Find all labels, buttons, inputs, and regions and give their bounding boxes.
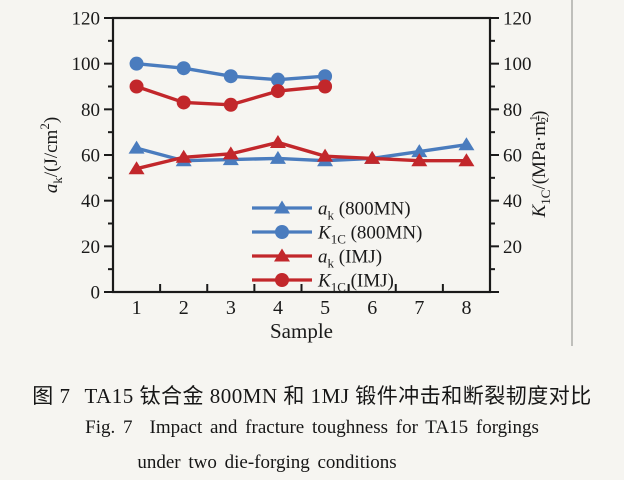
x-axis-tick-label: 8: [461, 297, 471, 319]
legend-triangle-marker: [274, 248, 290, 262]
x-axis-tick-label: 7: [414, 297, 424, 319]
left-axis-tick-label: 60: [81, 146, 100, 167]
figure-title-zh: TA15 钛合金 800MN 和 1MJ 锻件冲击和断裂韧度对比: [84, 384, 592, 408]
toughness-chart: 0 20 20 40 40 60 60 80 80 100 100 120 120 1 2 3 4 5 6 7 8 Sam…: [37, 9, 553, 344]
x-axis-tick-label: 3: [226, 297, 236, 319]
series-line-2: [134, 140, 469, 171]
right-axis-title: K1C/(MPa·m12): [528, 111, 553, 219]
data-point-circle: [318, 79, 333, 94]
x-axis-tick-label: 6: [367, 297, 377, 319]
data-point-triangle: [458, 137, 475, 151]
left-axis-tick-label: 100: [72, 54, 101, 75]
x-axis-title: Sample: [270, 319, 333, 343]
caption-en-line2: under two die-forging conditions: [0, 452, 624, 474]
data-point-circle: [129, 56, 144, 71]
legend-label: K1C (800MN): [317, 223, 422, 247]
figure-number-en: Fig. 7: [85, 417, 133, 438]
caption-en-line1: Fig. 7 Impact and fracture toughness for …: [0, 417, 624, 439]
right-axis-tick-label: 120: [503, 9, 532, 30]
plot-border: [111, 16, 492, 294]
data-point-triangle: [411, 153, 428, 167]
data-point-triangle: [458, 153, 475, 167]
legend-circle-marker: [275, 225, 289, 239]
data-point-triangle: [411, 144, 428, 158]
data-point-circle: [270, 84, 285, 99]
legend-label: K1C (IMJ): [317, 271, 394, 295]
data-point-triangle: [128, 140, 145, 154]
series-line-0: [134, 143, 469, 163]
data-point-circle: [176, 95, 191, 110]
data-point-triangle: [317, 148, 334, 162]
data-point-triangle: [269, 150, 286, 164]
left-axis-tick-label: 20: [81, 237, 100, 258]
data-point-triangle: [175, 149, 192, 163]
legend-label: ak (IMJ): [318, 247, 382, 271]
data-point-triangle: [364, 150, 381, 164]
data-point-circle: [176, 61, 191, 76]
data-point-circle: [223, 97, 238, 112]
left-axis-tick-label: 0: [91, 283, 101, 304]
legend-label: ak (800MN): [318, 199, 411, 223]
legend-circle-marker: [275, 273, 289, 287]
caption-zh: 图 7 TA15 钛合金 800MN 和 1MJ 锻件冲击和断裂韧度对比: [0, 380, 624, 410]
left-axis-tick-label: 80: [81, 100, 100, 121]
right-axis-tick-label: 80: [503, 100, 522, 121]
data-point-circle: [318, 69, 333, 84]
right-axis-tick-label: 100: [503, 54, 532, 75]
figure-title-en-cont: under two die-forging conditions: [137, 452, 397, 473]
left-axis-tick-label: 40: [81, 191, 100, 212]
legend-triangle-marker: [274, 200, 290, 214]
right-axis-tick-label: 60: [503, 146, 522, 167]
data-point-triangle: [269, 134, 286, 148]
figure-number-zh: 图 7: [32, 384, 71, 408]
right-axis-tick-label: 20: [503, 237, 522, 258]
x-axis-tick-label: 2: [179, 297, 189, 319]
page-column-divider: [571, 0, 573, 346]
data-point-triangle: [128, 161, 145, 175]
data-point-circle: [223, 69, 238, 84]
figure-title-en: Impact and fracture toughness for TA15 f…: [149, 417, 539, 438]
data-point-circle: [270, 72, 285, 87]
x-axis-tick-label: 5: [320, 297, 330, 319]
right-axis-tick-label: 40: [503, 191, 522, 212]
data-point-circle: [129, 79, 144, 94]
x-axis-tick-label: 1: [132, 297, 142, 319]
data-point-triangle: [222, 146, 239, 160]
left-axis-title: ak/(J/cm2): [37, 117, 65, 193]
left-axis-tick-label: 120: [72, 9, 101, 30]
x-axis-tick-label: 4: [273, 297, 283, 319]
